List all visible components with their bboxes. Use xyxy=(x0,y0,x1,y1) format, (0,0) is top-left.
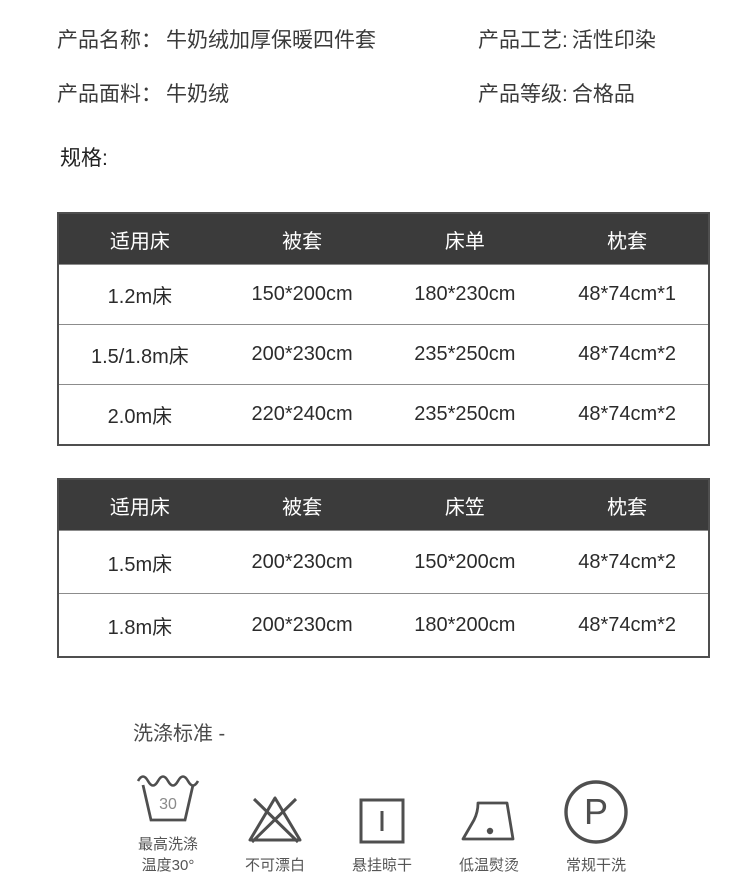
product-fabric-field: 产品面料： 牛奶绒 xyxy=(57,82,478,108)
column-header: 枕套 xyxy=(546,479,709,531)
table-cell: 48*74cm*1 xyxy=(546,264,709,325)
care-label: 最高洗涤 温度30° xyxy=(137,836,198,874)
product-name-value: 牛奶绒加厚保暖四件套 xyxy=(166,29,376,52)
table-cell: 1.8m床 xyxy=(58,593,221,657)
table-row: 2.0m床 220*240cm 235*250cm 48*74cm*2 xyxy=(58,384,709,445)
table-cell: 150*200cm xyxy=(383,530,547,594)
table-cell: 220*240cm xyxy=(220,384,384,445)
care-standards-heading: 洗涤标准 - xyxy=(133,723,226,745)
table-cell: 48*74cm*2 xyxy=(546,530,709,594)
product-grade-value: 合格品 xyxy=(571,83,635,106)
table-cell: 1.5m床 xyxy=(58,530,221,594)
table-row: 1.8m床 200*230cm 180*200cm 48*74cm*2 xyxy=(58,593,709,657)
spec-table-fitted-sheet: 适用床 被套 床笠 枕套 1.5m床 200*230cm 150*200cm 4… xyxy=(57,478,710,658)
product-name-field: 产品名称： 牛奶绒加厚保暖四件套 xyxy=(57,28,478,54)
care-label: 不可漂白 xyxy=(244,857,305,874)
svg-text:P: P xyxy=(584,791,608,832)
spec-table-flat-sheet: 适用床 被套 床单 枕套 1.2m床 150*200cm 180*230cm 4… xyxy=(57,212,710,446)
care-icons-row: 30 最高洗涤 温度30° 不可漂白 悬挂晾干 xyxy=(0,758,750,876)
table-header-row: 适用床 被套 床单 枕套 xyxy=(58,213,709,265)
product-info: 产品名称： 牛奶绒加厚保暖四件套 产品工艺: 活性印染 产品面料： 牛奶绒 产品等级:… xyxy=(0,0,750,108)
column-header: 床单 xyxy=(383,213,547,265)
no-bleach-icon xyxy=(245,779,305,845)
care-label: 低温熨烫 xyxy=(458,857,519,874)
table-row: 1.5/1.8m床 200*230cm 235*250cm 48*74cm*2 xyxy=(58,324,709,385)
product-name-label: 产品名称： xyxy=(57,29,162,52)
table-cell: 150*200cm xyxy=(220,264,384,325)
product-grade-field: 产品等级: 合格品 xyxy=(478,82,730,108)
hang-dry-icon xyxy=(358,779,406,845)
table-cell: 235*250cm xyxy=(383,324,547,385)
table-cell: 2.0m床 xyxy=(58,384,221,445)
product-craft-field: 产品工艺: 活性印染 xyxy=(478,28,730,54)
wash-30-icon: 30 xyxy=(134,758,202,824)
product-grade-label: 产品等级: xyxy=(478,83,568,106)
product-fabric-label: 产品面料： xyxy=(57,83,162,106)
spec-heading: 规格: xyxy=(60,147,108,170)
svg-text:30: 30 xyxy=(159,796,177,813)
table-row: 1.5m床 200*230cm 150*200cm 48*74cm*2 xyxy=(58,530,709,594)
care-item-hang-dry: 悬挂晾干 xyxy=(332,779,432,876)
care-label: 悬挂晾干 xyxy=(351,857,412,874)
product-craft-label: 产品工艺: xyxy=(478,29,568,52)
table-cell: 1.2m床 xyxy=(58,264,221,325)
care-item-iron-low: 低温熨烫 xyxy=(439,779,539,876)
product-fabric-value: 牛奶绒 xyxy=(166,83,229,106)
table-cell: 200*230cm xyxy=(220,530,384,594)
column-header: 床笠 xyxy=(383,479,547,531)
table-cell: 48*74cm*2 xyxy=(546,384,709,445)
column-header: 枕套 xyxy=(546,213,709,265)
column-header: 被套 xyxy=(220,213,384,265)
table-header-row: 适用床 被套 床笠 枕套 xyxy=(58,479,709,531)
care-label: 常规干洗 xyxy=(565,857,626,874)
column-header: 被套 xyxy=(220,479,384,531)
dry-clean-p-icon: P xyxy=(563,779,629,845)
table-cell: 180*200cm xyxy=(383,593,547,657)
care-item-no-bleach: 不可漂白 xyxy=(225,779,325,876)
table-cell: 200*230cm xyxy=(220,324,384,385)
table-cell: 180*230cm xyxy=(383,264,547,325)
care-item-wash-30: 30 最高洗涤 温度30° xyxy=(118,758,218,876)
table-cell: 48*74cm*2 xyxy=(546,324,709,385)
table-row: 1.2m床 150*200cm 180*230cm 48*74cm*1 xyxy=(58,264,709,325)
column-header: 适用床 xyxy=(58,479,221,531)
column-header: 适用床 xyxy=(58,213,221,265)
product-craft-value: 活性印染 xyxy=(571,29,656,52)
table-cell: 1.5/1.8m床 xyxy=(58,324,221,385)
table-cell: 235*250cm xyxy=(383,384,547,445)
table-cell: 48*74cm*2 xyxy=(546,593,709,657)
table-cell: 200*230cm xyxy=(220,593,384,657)
iron-low-temp-icon xyxy=(457,779,521,845)
care-item-dry-clean: P 常规干洗 xyxy=(546,779,646,876)
